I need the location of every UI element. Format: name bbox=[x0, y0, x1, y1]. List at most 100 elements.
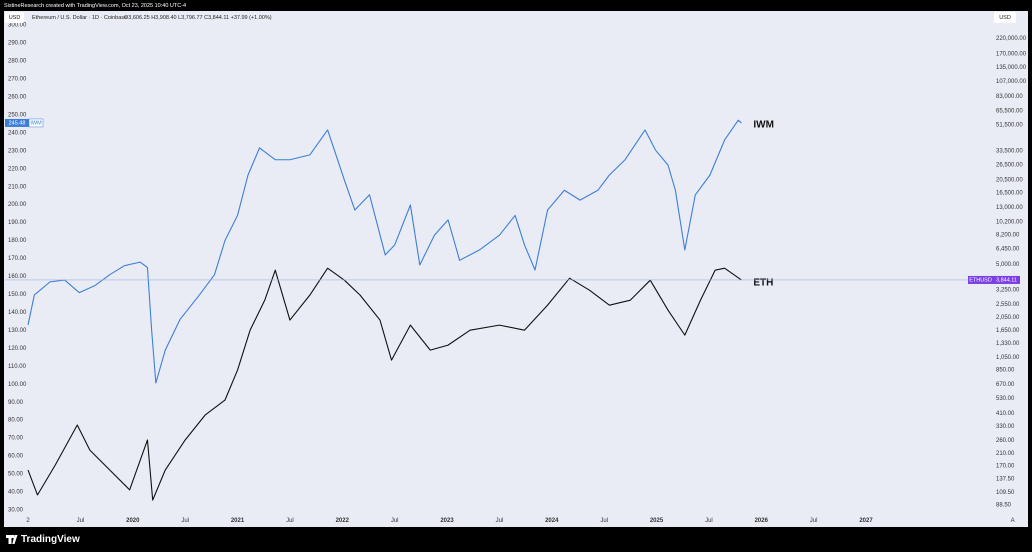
symbol-tag-box bbox=[28, 118, 44, 128]
series-line bbox=[27, 119, 742, 384]
right-axis-panel bbox=[993, 11, 1028, 527]
axes: 30.00 40.00 50.00 60.00 70.00 80.00 90.00 100.0… bbox=[5, 23, 1027, 524]
y-tick-label: 280.00 bbox=[8, 59, 27, 65]
x-tick-label: Jul bbox=[600, 518, 608, 524]
right-unit: USD bbox=[999, 15, 1011, 21]
y2-tick-label: 330.00 bbox=[996, 424, 1015, 430]
y2-tick-label: 5,000.00 bbox=[996, 262, 1020, 268]
y-tick-label: 240.00 bbox=[8, 130, 27, 136]
y2-tick-label: 135,000.00 bbox=[996, 65, 1027, 71]
y-tick-label: 230.00 bbox=[8, 148, 27, 154]
x-tick-label: Jul bbox=[705, 518, 713, 524]
y-tick-label: 200.00 bbox=[8, 202, 27, 208]
y2-tick-label: 109.50 bbox=[996, 490, 1015, 496]
y-tick-label: 40.00 bbox=[8, 490, 24, 496]
x-tick-label: 2023 bbox=[440, 518, 454, 524]
x-tick-label: Jul bbox=[496, 518, 504, 524]
symbol-tag: IWM bbox=[30, 120, 42, 126]
y-tick-label: 300.00 bbox=[8, 23, 27, 29]
y2-tick-label: 260.00 bbox=[996, 438, 1015, 444]
y2-tick-label: 670.00 bbox=[996, 382, 1015, 388]
x-tick-label: Jul bbox=[810, 518, 818, 524]
y-tick-label: 180.00 bbox=[8, 238, 27, 244]
x-tick-label: 2022 bbox=[336, 518, 350, 524]
logo: TradingView bbox=[6, 534, 80, 545]
y-tick-label: 160.00 bbox=[8, 274, 27, 280]
left-unit: USD bbox=[9, 15, 21, 21]
x-tick-label: Jul bbox=[286, 518, 294, 524]
right-unit-box bbox=[994, 12, 1016, 23]
y-tick-label: 90.00 bbox=[8, 400, 24, 406]
y-tick-label: 30.00 bbox=[8, 508, 24, 514]
y2-tick-label: 6,450.00 bbox=[996, 247, 1020, 253]
price-tag-box bbox=[993, 275, 1020, 284]
y-tick-label: 140.00 bbox=[8, 310, 27, 316]
x-tick-label: 2025 bbox=[650, 518, 664, 524]
y-tick-label: 80.00 bbox=[8, 418, 24, 424]
y2-tick-label: 137.50 bbox=[996, 476, 1015, 482]
y2-tick-label: 1,330.00 bbox=[996, 341, 1020, 347]
y-tick-label: 210.00 bbox=[8, 184, 27, 190]
y2-tick-label: 1,650.00 bbox=[996, 328, 1020, 334]
y-tick-label: 100.00 bbox=[8, 382, 27, 388]
y2-tick-label: 2,550.00 bbox=[996, 302, 1020, 308]
y2-tick-label: 16,500.00 bbox=[996, 191, 1023, 197]
y-tick-label: 260.00 bbox=[8, 94, 27, 100]
series-annotation: IWM bbox=[753, 120, 774, 131]
y2-tick-label: 1,050.00 bbox=[996, 355, 1020, 361]
x-tick-label: 2026 bbox=[755, 518, 769, 524]
y2-tick-label: 210.00 bbox=[996, 451, 1015, 457]
y-tick-label: 120.00 bbox=[8, 346, 27, 352]
y2-tick-label: 33,500.00 bbox=[996, 148, 1023, 154]
plot: IWM ETH bbox=[5, 120, 993, 501]
y2-tick-label: 83,000.00 bbox=[996, 94, 1023, 100]
x-tick-label: 2020 bbox=[126, 518, 140, 524]
x-tick-label: 2024 bbox=[545, 518, 559, 524]
y-tick-label: 270.00 bbox=[8, 76, 27, 82]
price-tag: 245.48 bbox=[9, 120, 26, 126]
y2-tick-label: 65,500.00 bbox=[996, 108, 1023, 114]
y2-tick-label: 88.50 bbox=[996, 503, 1012, 509]
y-tick-label: 130.00 bbox=[8, 328, 27, 334]
x-tick-label: A bbox=[1011, 518, 1015, 524]
header: SistineResearch created with TradingView… bbox=[4, 3, 186, 9]
y-tick-label: 60.00 bbox=[8, 454, 24, 460]
y2-tick-label: 170,000.00 bbox=[996, 51, 1027, 57]
y-tick-label: 250.00 bbox=[8, 112, 27, 118]
y-tick-label: 220.00 bbox=[8, 166, 27, 172]
series-line bbox=[27, 267, 742, 501]
y-tick-label: 170.00 bbox=[8, 256, 27, 262]
logo-mark bbox=[6, 535, 18, 544]
y-tick-label: 70.00 bbox=[8, 436, 24, 442]
symbol-tag-box bbox=[968, 275, 993, 284]
ohlc: O3,606.25 H3,908.40 L3,796.77 C3,844.11 … bbox=[124, 15, 272, 21]
y2-tick-label: 3,250.00 bbox=[996, 288, 1020, 294]
y2-tick-label: 20,500.00 bbox=[996, 178, 1023, 184]
y2-tick-label: 2,050.00 bbox=[996, 315, 1020, 321]
x-tick-label: Jul bbox=[391, 518, 399, 524]
y2-tick-label: 26,500.00 bbox=[996, 162, 1023, 168]
y-tick-label: 150.00 bbox=[8, 292, 27, 298]
x-tick-label: Jul bbox=[181, 518, 189, 524]
y2-tick-label: 850.00 bbox=[996, 368, 1015, 374]
y2-tick-label: 51,500.00 bbox=[996, 123, 1023, 129]
price-tag: 3,844.11 bbox=[996, 277, 1017, 283]
plot-background bbox=[4, 11, 1028, 527]
y2-tick-label: 8,200.00 bbox=[996, 232, 1020, 238]
x-tick-label: 2 bbox=[26, 518, 30, 524]
y-tick-label: 190.00 bbox=[8, 220, 27, 226]
x-tick-label: 2027 bbox=[859, 518, 873, 524]
x-tick-label: Jul bbox=[77, 518, 85, 524]
y2-tick-label: 220,000.00 bbox=[996, 36, 1027, 42]
y2-tick-label: 530.00 bbox=[996, 396, 1015, 402]
series-annotation: ETH bbox=[753, 278, 773, 289]
footer-brand: TradingView bbox=[21, 534, 80, 545]
x-tick-label: 2021 bbox=[231, 518, 245, 524]
left-unit-box bbox=[5, 12, 24, 23]
y2-tick-label: 107,000.00 bbox=[996, 79, 1027, 85]
y2-tick-label: 10,200.00 bbox=[996, 219, 1023, 225]
y-tick-label: 50.00 bbox=[8, 472, 24, 478]
price-tag-box bbox=[5, 118, 29, 127]
